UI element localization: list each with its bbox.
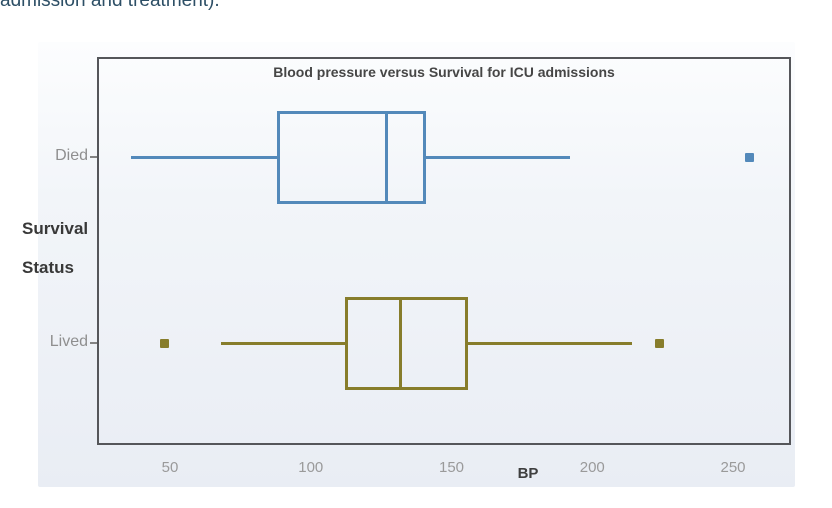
y-axis-title-line-2: Status xyxy=(22,258,74,277)
y-tick-mark-lived xyxy=(90,342,97,344)
chart-title: Blood pressure versus Survival for ICU a… xyxy=(273,64,615,80)
lived-box xyxy=(344,296,469,390)
y-tick-mark-died xyxy=(90,156,97,158)
x-tick-label-200: 200 xyxy=(579,459,605,476)
lived-outlier-marker xyxy=(159,338,169,348)
died-median-line xyxy=(385,110,389,204)
x-tick-label-50: 50 xyxy=(161,459,179,476)
x-axis-title: BP xyxy=(517,465,539,482)
y-axis-title-line-1: Survival xyxy=(22,219,89,238)
x-tick-label-100: 100 xyxy=(298,459,324,476)
y-tick-label-died: Died xyxy=(55,147,88,164)
page-text-fragment: admission and treatment). xyxy=(0,0,220,11)
y-tick-label-lived: Lived xyxy=(49,333,88,350)
died-outlier-marker xyxy=(745,152,755,162)
died-whisker-left xyxy=(130,155,277,159)
x-tick-label-250: 250 xyxy=(720,459,746,476)
lived-whisker-left xyxy=(220,341,345,345)
chart-container: Blood pressure versus Survival for ICU a… xyxy=(22,42,795,487)
died-whisker-right xyxy=(426,155,570,159)
died-box xyxy=(276,110,427,204)
lived-whisker-right xyxy=(468,341,632,345)
lived-median-line xyxy=(399,296,403,390)
plot-panel: Blood pressure versus Survival for ICU a… xyxy=(97,57,791,445)
x-tick-label-150: 150 xyxy=(438,459,465,476)
lived-outlier-marker xyxy=(655,338,665,348)
